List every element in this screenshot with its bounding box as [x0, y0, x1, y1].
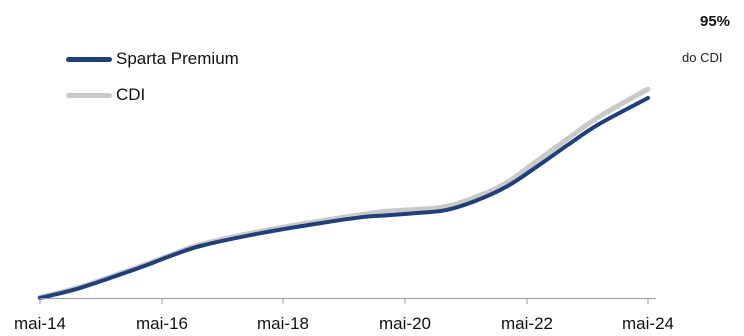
series-line-2: [37, 86, 651, 300]
ratio-value: 95%: [700, 13, 731, 30]
x-tick-label: mai-14: [14, 314, 66, 333]
x-tick-marks-group: [39, 298, 649, 304]
series-line-1: [38, 96, 650, 300]
legend: Sparta Premium CDI: [66, 46, 239, 118]
x-tick-label: mai-22: [501, 314, 553, 333]
x-tick-label: mai-16: [136, 314, 188, 333]
x-tick-label: mai-18: [257, 314, 309, 333]
x-tick-label: mai-24: [622, 314, 674, 333]
x-tick-label: mai-20: [379, 314, 431, 333]
x-tick-labels-group: mai-14 mai-16 mai-18 mai-20 mai-22 mai-24: [14, 314, 674, 333]
series-lines-group: [37, 86, 651, 300]
legend-label-series-1: Sparta Premium: [116, 49, 239, 68]
legend-item-series-2: CDI: [66, 82, 239, 108]
legend-swatch-series-1: [66, 56, 112, 62]
legend-label-series-2: CDI: [116, 85, 146, 104]
legend-swatch-series-2: [66, 92, 112, 98]
ratio-label: do CDI: [682, 50, 723, 65]
legend-item-series-1: Sparta Premium: [66, 46, 239, 72]
